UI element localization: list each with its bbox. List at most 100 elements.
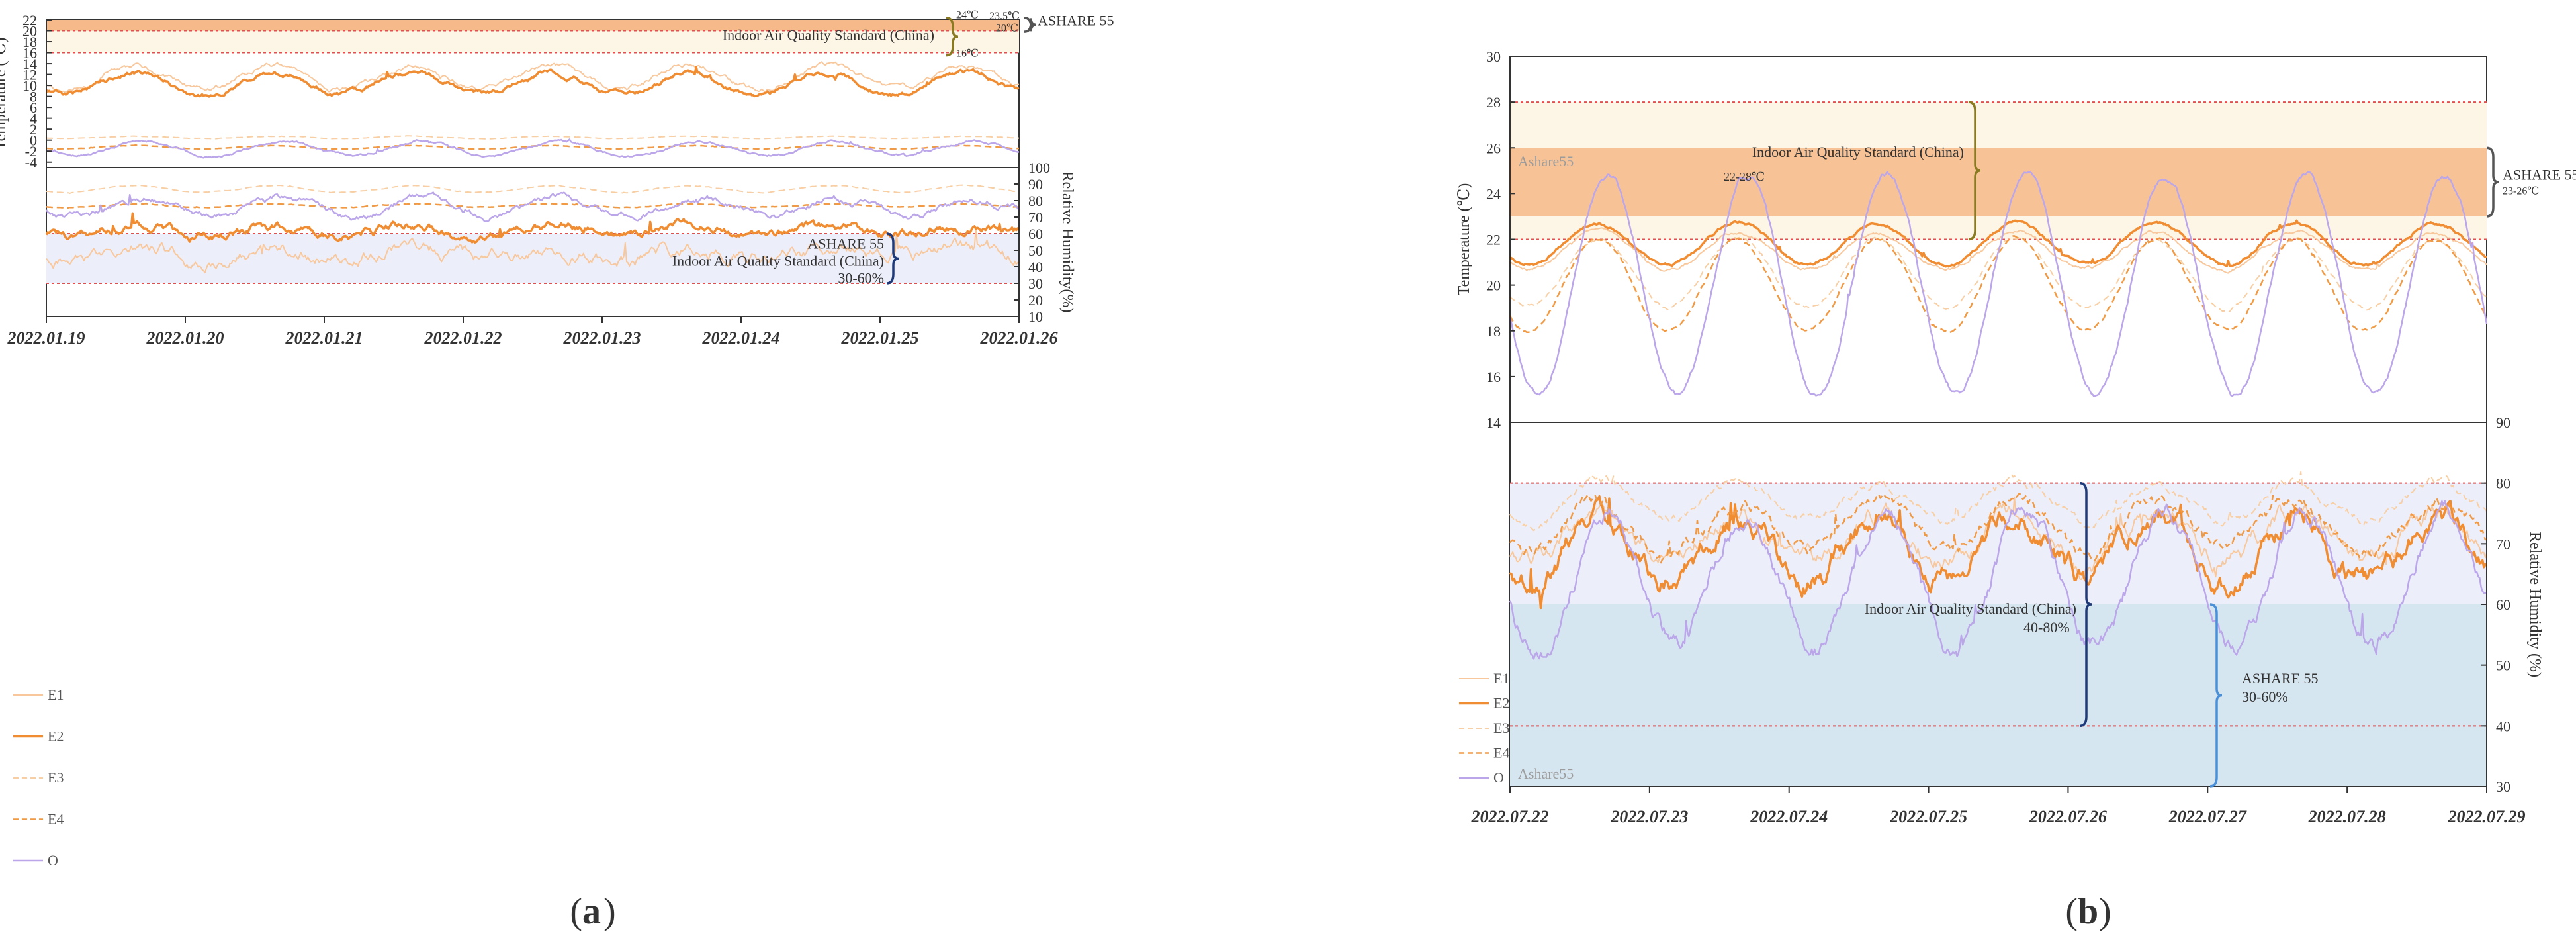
humidity-tick-label-20: 20 [1028,292,1043,308]
legend-label-e1: E1 [48,686,64,703]
legend-label-e3: E3 [1493,720,1509,736]
humidity-ashrae-label: ASHARE 55 [2242,670,2319,686]
panel-label-open: ( [2065,891,2078,932]
china-standard-lower-label: 16℃ [956,48,979,59]
temp-tick-label-4: 4 [30,111,37,127]
temp-series-e1 [46,61,1020,93]
temp-tick-label-20: 20 [22,23,37,40]
temp-tick-label-22: 22 [1486,232,1501,248]
x-tick-label: 2022.07.23 [1610,807,1688,826]
temp-series-e3 [1509,236,2487,313]
legend-label-o: O [1493,769,1504,786]
humidity-ashrae-range: 30-60% [2242,688,2288,705]
x-tick-label: 2022.07.26 [2029,807,2107,826]
temp-series-e2 [1509,219,2487,268]
x-tick-label: 2022.07.24 [1750,807,1828,826]
temp-tick-label-18: 18 [22,34,37,50]
temp-tick-label-20: 20 [1486,277,1501,294]
temp-tick-label-18: 18 [1486,323,1501,340]
humidity-tick-label-90: 90 [2496,414,2510,431]
temp-tick-label-0: 0 [30,132,37,149]
combined-standard-label-2: 30-60% [838,270,884,287]
temp-tick-label-16: 16 [22,45,37,62]
temp-tick-label-14: 14 [22,56,37,72]
combined-standard-label-1: Indoor Air Quality Standard (China) [672,253,884,269]
x-tick-label: 2022.01.26 [980,328,1058,348]
x-tick-label: 2022.01.25 [841,328,919,348]
temp-tick-label-8: 8 [30,89,37,105]
panel-label-close: ) [603,891,616,932]
humidity-tick-label-100: 100 [1028,160,1050,176]
ashrae-lower-label: 20℃ [996,23,1018,34]
temp-comfort-band-0 [46,20,1019,31]
ashrae-upper-label: 23.5℃ [989,11,1020,22]
x-tick-label: 2022.07.25 [1889,807,1967,826]
temp-series-o [1509,171,2488,398]
humidity-tick-label-80: 80 [2496,475,2510,492]
x-tick-label: 2022.01.23 [563,328,641,348]
x-tick-label: 2022.01.22 [424,328,502,348]
ashrae-bracket [1024,16,1037,33]
panel-label-letter: a [582,891,601,932]
humidity-tick-label-40: 40 [1028,259,1043,275]
humidity-y-axis-label: Relative Humidity(%) [1059,171,1076,313]
humidity-comfort-band-0 [46,234,1019,283]
x-tick-label: 2022.01.24 [702,328,780,348]
panel-label-letter: b [2078,891,2098,932]
humidity-series-o [1509,500,2487,660]
humidity-tick-label-50: 50 [2496,657,2510,674]
combined-standard-label-0: ASHARE 55 [807,236,884,252]
humidity-tick-label-30: 30 [2496,779,2510,795]
humidity-tick-label-70: 70 [1028,209,1043,226]
humidity-series-e2 [1509,495,2488,610]
legend-label-e4: E4 [48,811,64,828]
temp-tick-label-28: 28 [1486,94,1501,111]
panel-label-open: ( [570,891,582,932]
humidity-china-bracket [2079,481,2092,728]
humidity-tick-label-80: 80 [1028,193,1043,209]
temp-series-e1 [1509,227,2487,274]
temp-corner-label: Ashare55 [1518,153,1574,169]
temp-series-e4 [1509,235,2487,334]
temp-tick-label-16: 16 [1486,369,1501,385]
humidity-china-range: 40-80% [2023,619,2070,636]
ashrae-label: ASHARE 55 [1038,12,1114,28]
humidity-tick-label-40: 40 [2496,718,2510,734]
combined-standard-bracket [886,232,899,285]
temp-tick-label--4: -4 [25,154,37,171]
temp-tick-label-6: 6 [30,99,37,116]
legend-label-o: O [48,852,58,869]
humidity-series-e1 [46,228,1020,274]
china-standard-label: Indoor Air Quality Standard (China) [1752,144,1964,160]
x-tick-label: 2022.07.29 [2448,807,2526,826]
temp-comfort-band-1 [46,30,1019,53]
temp-series-e3 [46,135,1019,140]
temp-tick-label-2: 2 [30,121,37,138]
legend-label-e4: E4 [1493,745,1509,761]
x-tick-label: 2022.07.22 [1471,807,1549,826]
legend-label-e2: E2 [48,728,64,745]
legend-label-e1: E1 [1493,670,1509,686]
humidity-tick-label-90: 90 [1028,176,1043,193]
x-tick-label: 2022.07.27 [2168,807,2247,826]
ashrae-bracket [2486,146,2499,218]
temp-tick-label-24: 24 [1486,185,1501,202]
temp-y-axis-label: Temperature (℃) [0,38,9,150]
humidity-series-e4 [46,202,1020,209]
temp-tick-label-30: 30 [1486,48,1501,65]
humidity-tick-label-60: 60 [1028,226,1043,242]
panel-b: 14 16 18 20 22 24 26 28 30 Temperature (℃) Ashare5… [1456,48,2576,932]
humidity-series-e3 [1509,471,2487,532]
temp-tick-label--2: -2 [25,143,37,160]
humidity-y-axis-label: Relative Humidity (%) [2526,532,2544,677]
humidity-ashrae-bracket [2209,603,2223,788]
humidity-tick-label-70: 70 [2496,536,2510,552]
humidity-series-e3 [46,184,1020,194]
humidity-tick-label-10: 10 [1028,308,1043,325]
temp-series-o [46,138,1020,159]
china-standard-bracket [946,16,959,57]
humidity-comfort-band-1 [1510,604,2487,786]
panel-label-close: ) [2099,891,2111,932]
